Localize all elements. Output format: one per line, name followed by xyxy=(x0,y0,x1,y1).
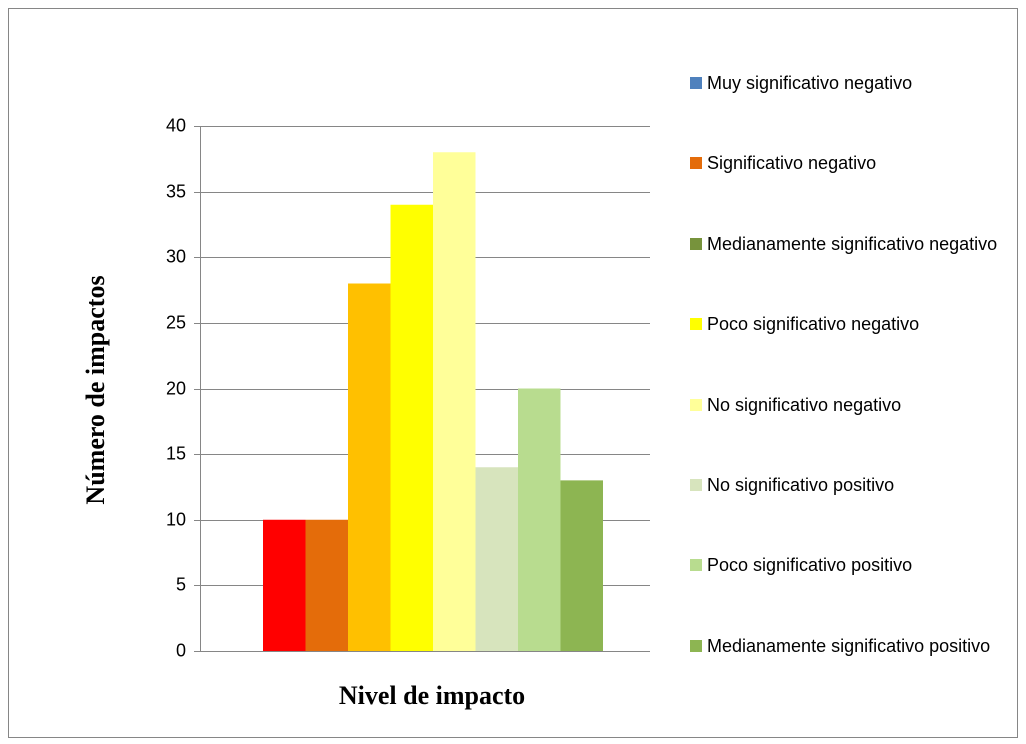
y-tick-label: 0 xyxy=(176,640,186,660)
legend-swatch xyxy=(690,559,702,572)
y-tick-label: 15 xyxy=(166,443,186,463)
bar xyxy=(433,152,476,651)
legend-swatch xyxy=(690,237,702,250)
y-tick-label: 35 xyxy=(166,181,186,201)
legend-swatch xyxy=(690,398,702,411)
bar xyxy=(390,204,433,651)
legend-swatch xyxy=(690,157,702,170)
y-tick-label: 5 xyxy=(176,574,186,594)
y-tick-label: 25 xyxy=(166,312,186,332)
y-tick-label: 40 xyxy=(166,115,186,135)
x-axis-title: Nivel de impacto xyxy=(339,681,525,710)
bar xyxy=(263,519,306,651)
y-tick-label: 10 xyxy=(166,509,186,529)
y-tick-label: 20 xyxy=(166,378,186,398)
bar xyxy=(348,283,391,651)
legend-label: No significativo positivo xyxy=(707,475,895,495)
legend-swatch xyxy=(690,639,702,652)
legend-label: Poco significativo negativo xyxy=(707,314,920,335)
bar xyxy=(305,519,348,651)
legend-label: Muy significativo negativo xyxy=(707,73,913,93)
legend-label: Medianamente significativo positivo xyxy=(707,635,991,656)
legend-label: No significativo negativo xyxy=(707,394,902,415)
legend-label: Significativo negativo xyxy=(707,153,877,174)
legend-label: Medianamente significativo negativo xyxy=(707,233,998,254)
legend-swatch xyxy=(690,318,702,331)
bar xyxy=(560,480,603,651)
y-tick-label: 30 xyxy=(166,246,186,266)
legend-swatch xyxy=(690,77,702,89)
bar xyxy=(518,388,561,651)
bar xyxy=(475,467,518,651)
legend-swatch xyxy=(690,479,702,491)
legend-label: Poco significativo positivo xyxy=(707,555,913,576)
y-axis-title: Número de impactos xyxy=(81,275,110,504)
